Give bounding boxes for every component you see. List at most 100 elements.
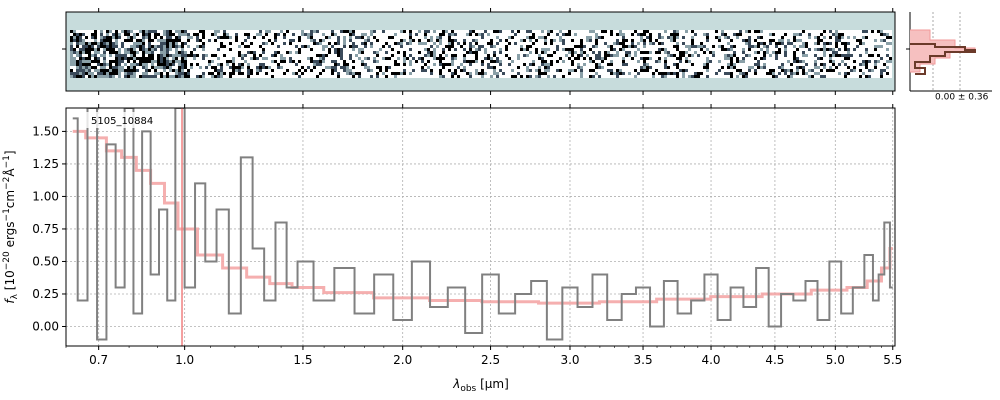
pixel [805, 63, 808, 66]
pixel [223, 42, 226, 45]
pixel [280, 72, 283, 75]
pixel [757, 36, 760, 39]
pixel [178, 36, 181, 39]
pixel [394, 63, 397, 66]
pixel [370, 66, 373, 69]
pixel [832, 39, 835, 42]
pixel [709, 63, 712, 66]
pixel [319, 66, 322, 69]
pixel [868, 60, 871, 63]
pixel [154, 51, 157, 54]
pixel [487, 54, 490, 57]
pixel [73, 30, 76, 33]
pixel [613, 75, 616, 78]
pixel [397, 57, 400, 60]
pixel [763, 48, 766, 51]
pixel [244, 69, 247, 72]
pixel [535, 72, 538, 75]
pixel [781, 66, 784, 69]
pixel [118, 57, 121, 60]
pixel [229, 39, 232, 42]
pixel [127, 36, 130, 39]
pixel [421, 36, 424, 39]
pixel [526, 54, 529, 57]
pixel [244, 66, 247, 69]
pixel [742, 30, 745, 33]
pixel [739, 72, 742, 75]
pixel [799, 66, 802, 69]
pixel [367, 51, 370, 54]
pixel [343, 51, 346, 54]
pixel [520, 69, 523, 72]
pixel [268, 42, 271, 45]
pixel [508, 39, 511, 42]
pixel [256, 75, 259, 78]
pixel [502, 51, 505, 54]
pixel [106, 39, 109, 42]
pixel [646, 39, 649, 42]
pixel [676, 45, 679, 48]
pixel [289, 48, 292, 51]
pixel [100, 66, 103, 69]
pixel [307, 57, 310, 60]
pixel [595, 48, 598, 51]
pixel [226, 66, 229, 69]
pixel [583, 36, 586, 39]
pixel [559, 66, 562, 69]
pixel [667, 45, 670, 48]
pixel [865, 39, 868, 42]
pixel [310, 57, 313, 60]
pixel [565, 30, 568, 33]
pixel [808, 66, 811, 69]
pixel [331, 51, 334, 54]
pixel [535, 60, 538, 63]
pixel [208, 54, 211, 57]
pixel [148, 72, 151, 75]
pixel [250, 42, 253, 45]
pixel [196, 57, 199, 60]
pixel [541, 63, 544, 66]
pixel [535, 33, 538, 36]
pixel [85, 57, 88, 60]
pixel [814, 66, 817, 69]
pixel [835, 39, 838, 42]
pixel [766, 48, 769, 51]
pixel [568, 66, 571, 69]
pixel [526, 51, 529, 54]
pixel [841, 33, 844, 36]
pixel [850, 36, 853, 39]
pixel [730, 45, 733, 48]
pixel [472, 57, 475, 60]
pixel [109, 66, 112, 69]
pixel [685, 60, 688, 63]
pixel [841, 51, 844, 54]
pixel [490, 60, 493, 63]
pixel [379, 48, 382, 51]
pixel [853, 72, 856, 75]
pixel [640, 36, 643, 39]
pixel [76, 72, 79, 75]
pixel [826, 66, 829, 69]
pixel [433, 54, 436, 57]
pixel [418, 30, 421, 33]
pixel [451, 63, 454, 66]
pixel [613, 54, 616, 57]
pixel [283, 45, 286, 48]
pixel [148, 36, 151, 39]
pixel [220, 39, 223, 42]
pixel [514, 42, 517, 45]
pixel [856, 66, 859, 69]
pixel [223, 36, 226, 39]
pixel [772, 36, 775, 39]
pixel [568, 54, 571, 57]
pixel [529, 33, 532, 36]
pixel [547, 42, 550, 45]
pixel [823, 75, 826, 78]
pixel [820, 75, 823, 78]
series-data [72, 108, 893, 341]
pixel [775, 54, 778, 57]
pixel [448, 39, 451, 42]
pixel [265, 33, 268, 36]
pixel [877, 33, 880, 36]
pixel [256, 69, 259, 72]
